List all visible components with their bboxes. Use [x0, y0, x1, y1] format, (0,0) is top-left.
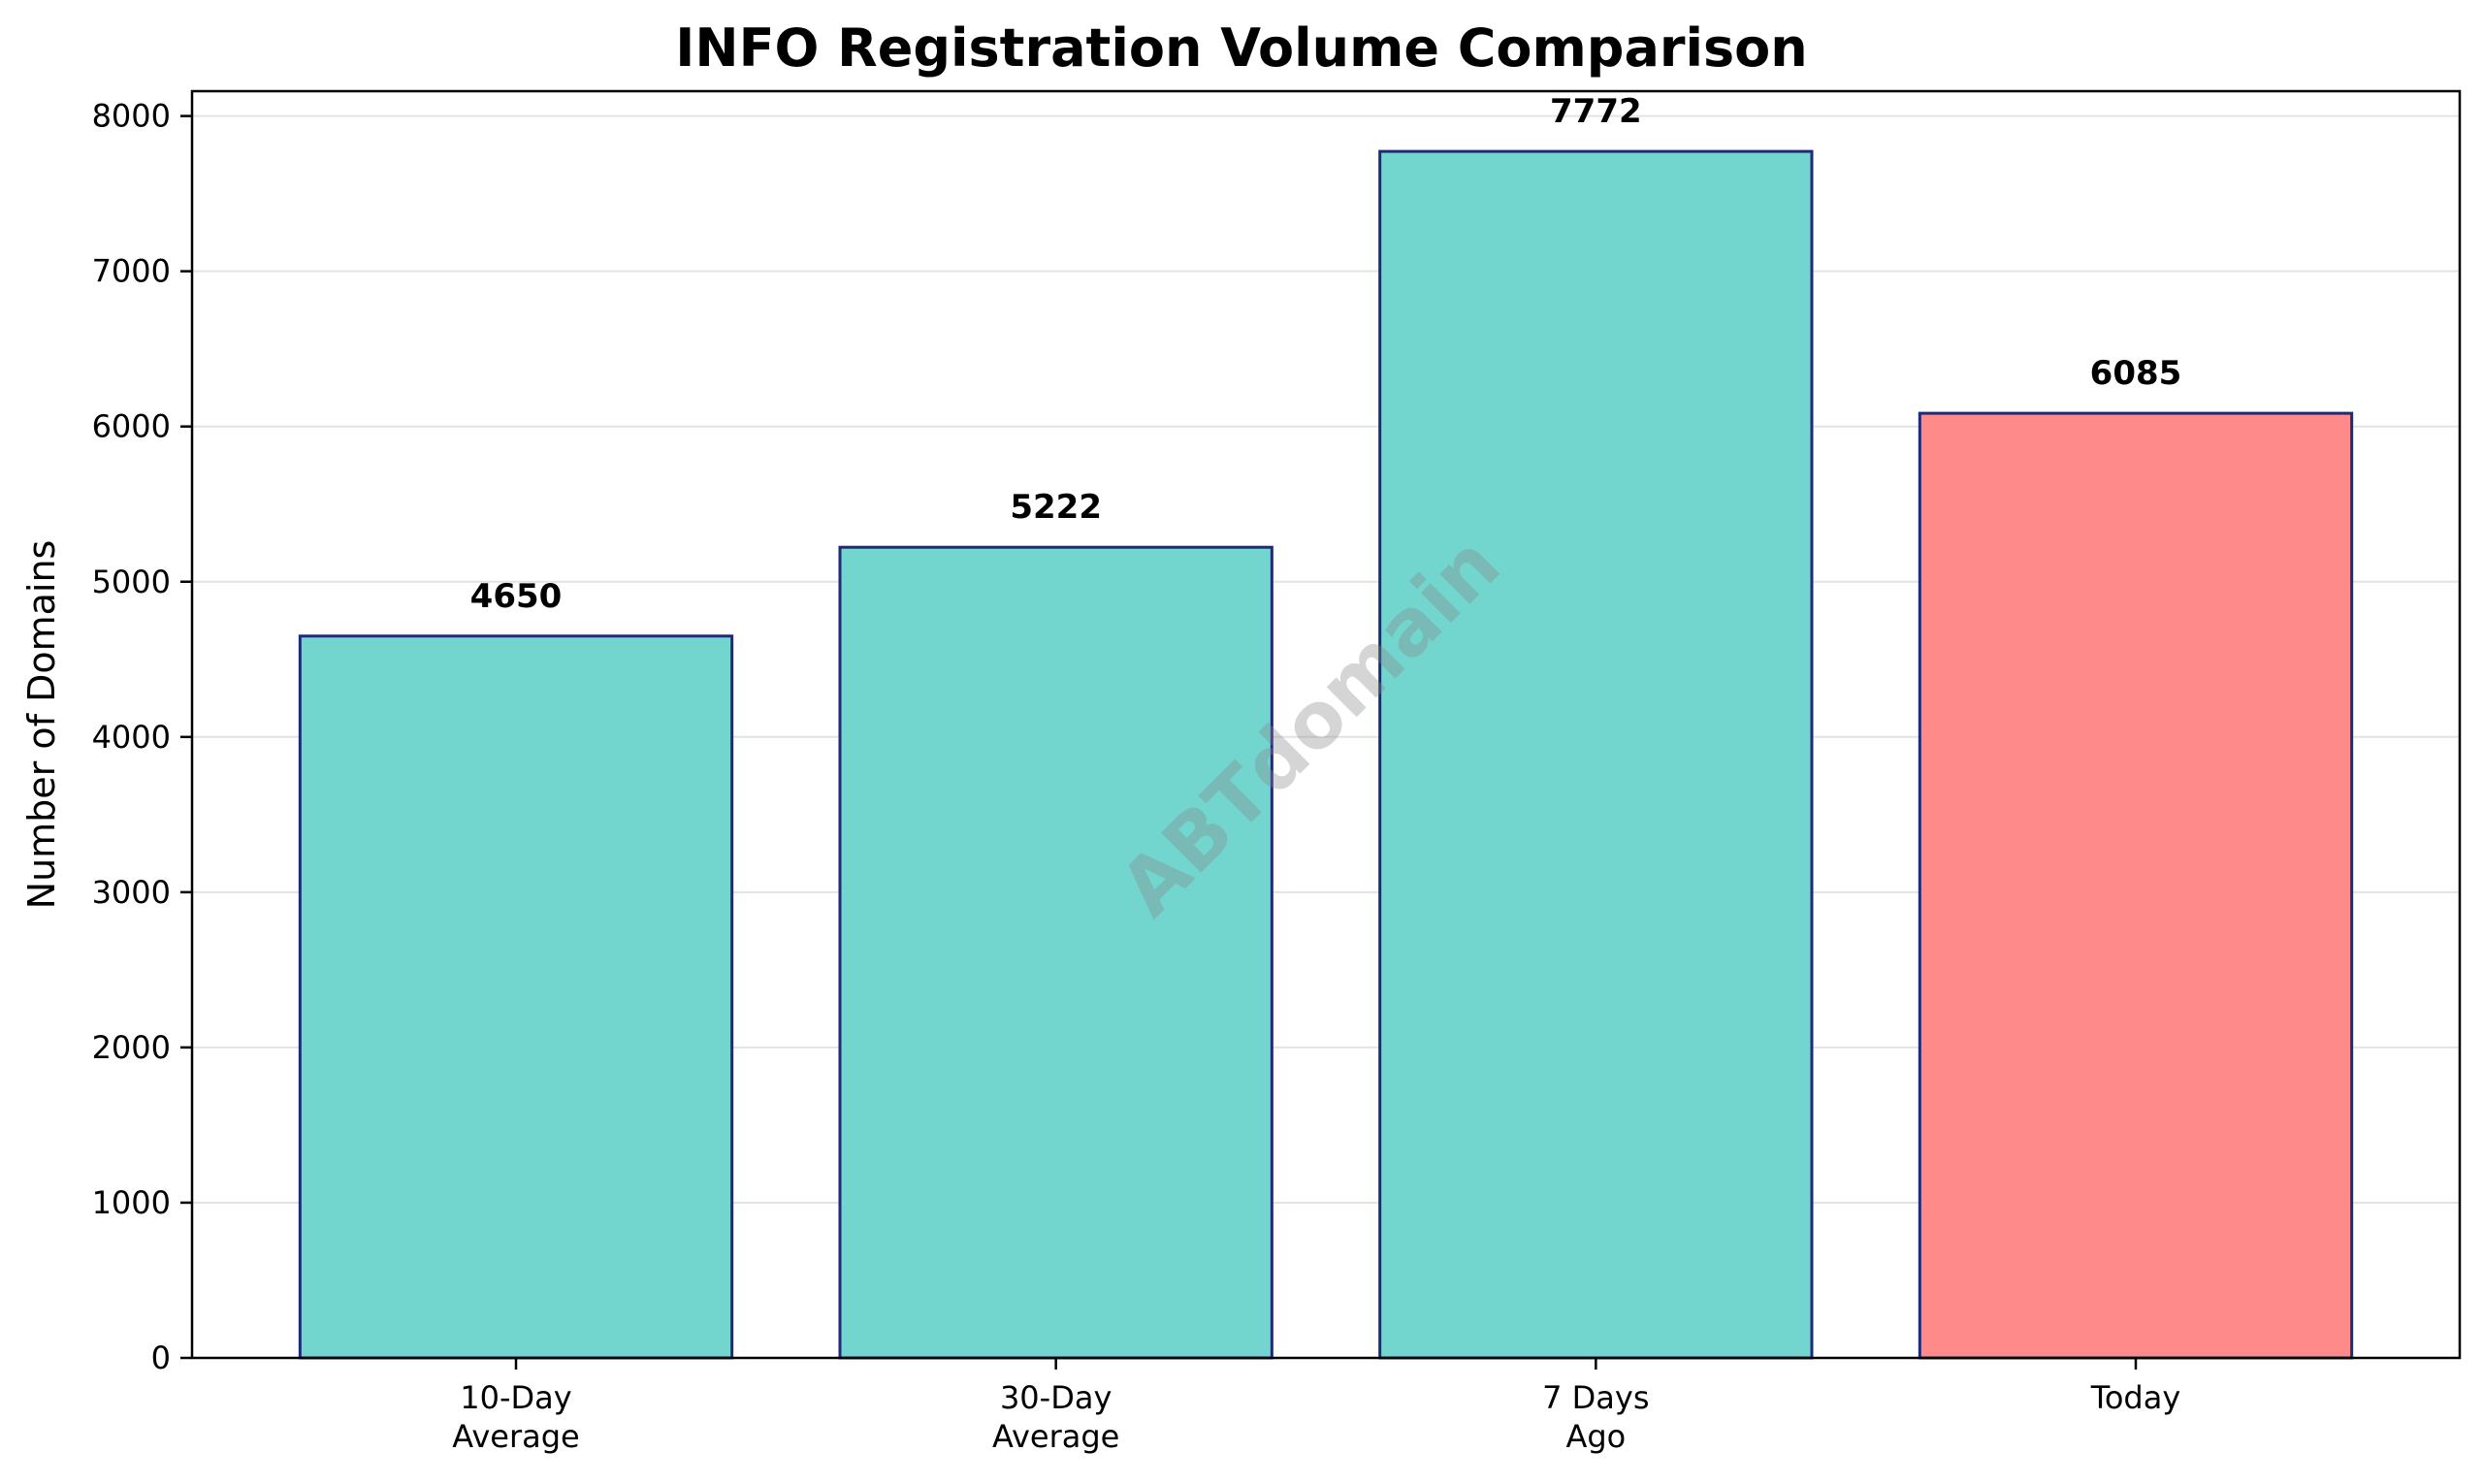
x-tick-label: 10-Day	[460, 1379, 571, 1416]
x-tick-label: Ago	[1565, 1418, 1626, 1455]
bar	[298, 634, 734, 1360]
data-label: 6085	[2090, 354, 2182, 393]
y-tick-label: 2000	[92, 1029, 171, 1066]
y-axis-label: Number of Domains	[20, 540, 63, 910]
plot-frame	[190, 89, 2462, 1360]
y-tick-label: 7000	[92, 253, 171, 290]
y-axis: 0 1000 2000 3000 4000 5000 6000 7000 8000	[92, 98, 192, 1376]
y-tick-label: 1000	[92, 1184, 171, 1221]
chart-title: INFO Registration Volume Comparison	[675, 17, 1807, 79]
bar	[1378, 149, 1814, 1360]
y-tick-label: 0	[151, 1339, 171, 1376]
y-tick-label: 4000	[92, 719, 171, 756]
x-tick-label: Average	[992, 1418, 1119, 1455]
bar	[1918, 411, 2354, 1360]
data-label: 5222	[1010, 488, 1102, 527]
x-tick-label: Today	[2090, 1379, 2181, 1416]
y-tick-label: 5000	[92, 564, 171, 600]
y-tick-label: 8000	[92, 98, 171, 135]
data-label: 4650	[470, 577, 563, 616]
data-labels: 4650 5222 7772 6085	[470, 92, 2182, 616]
data-label: 7772	[1550, 92, 1642, 131]
bars	[298, 149, 2354, 1360]
x-tick-label: 7 Days	[1542, 1379, 1649, 1416]
y-tick-label: 6000	[92, 408, 171, 445]
bar	[838, 545, 1274, 1360]
y-tick-label: 3000	[92, 874, 171, 911]
x-tick-label: 30-Day	[1000, 1379, 1112, 1416]
x-tick-label: Average	[452, 1418, 579, 1455]
